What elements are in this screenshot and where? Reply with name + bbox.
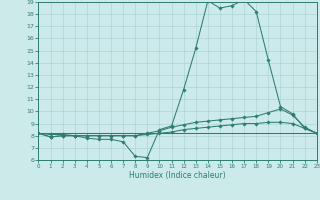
X-axis label: Humidex (Indice chaleur): Humidex (Indice chaleur) xyxy=(129,171,226,180)
